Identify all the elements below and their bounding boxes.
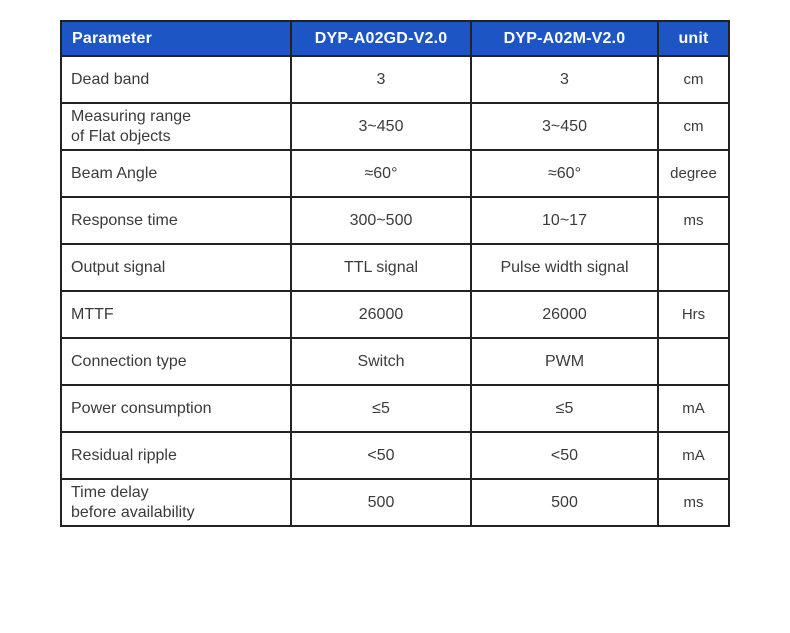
cell-a02m-value: 3 <box>470 55 659 104</box>
cell-unit: mA <box>657 431 730 480</box>
cell-a02m-value: ≈60° <box>470 149 659 198</box>
cell-a02m-value: Pulse width signal <box>470 243 659 292</box>
cell-parameter: Dead band <box>60 55 292 104</box>
cell-a02m-value: PWM <box>470 337 659 386</box>
cell-a02gd-value: ≤5 <box>290 384 472 433</box>
table-row-measuring-range: Measuring range of Flat objects 3~450 3~… <box>60 102 730 151</box>
cell-parameter: Power consumption <box>60 384 292 433</box>
spec-table: Parameter DYP-A02GD-V2.0 DYP-A02M-V2.0 u… <box>60 20 730 527</box>
cell-parameter: Beam Angle <box>60 149 292 198</box>
cell-parameter: MTTF <box>60 290 292 339</box>
cell-unit <box>657 337 730 386</box>
cell-a02m-value: <50 <box>470 431 659 480</box>
cell-unit: cm <box>657 102 730 151</box>
cell-a02gd-value: 26000 <box>290 290 472 339</box>
cell-parameter: Connection type <box>60 337 292 386</box>
table-row-residual-ripple: Residual ripple <50 <50 mA <box>60 431 730 480</box>
header-row: Parameter DYP-A02GD-V2.0 DYP-A02M-V2.0 u… <box>60 20 730 57</box>
cell-a02m-value: ≤5 <box>470 384 659 433</box>
cell-parameter: Response time <box>60 196 292 245</box>
cell-unit: Hrs <box>657 290 730 339</box>
table-row-connection-type: Connection type Switch PWM <box>60 337 730 386</box>
cell-a02m-value: 26000 <box>470 290 659 339</box>
cell-a02gd-value: 3~450 <box>290 102 472 151</box>
cell-unit: ms <box>657 196 730 245</box>
cell-a02m-value: 3~450 <box>470 102 659 151</box>
cell-a02gd-value: 3 <box>290 55 472 104</box>
header-dyp-a02gd: DYP-A02GD-V2.0 <box>290 20 472 57</box>
table-row-power-consumption: Power consumption ≤5 ≤5 mA <box>60 384 730 433</box>
table-row-time-delay: Time delay before availability 500 500 m… <box>60 478 730 527</box>
cell-a02m-value: 10~17 <box>470 196 659 245</box>
cell-a02gd-value: 500 <box>290 478 472 527</box>
table-row-output-signal: Output signal TTL signal Pulse width sig… <box>60 243 730 292</box>
cell-parameter: Measuring range of Flat objects <box>60 102 292 151</box>
cell-unit: mA <box>657 384 730 433</box>
header-dyp-a02m: DYP-A02M-V2.0 <box>470 20 659 57</box>
cell-a02gd-value: ≈60° <box>290 149 472 198</box>
cell-parameter: Residual ripple <box>60 431 292 480</box>
cell-unit: ms <box>657 478 730 527</box>
cell-unit: cm <box>657 55 730 104</box>
header-unit: unit <box>657 20 730 57</box>
cell-a02gd-value: TTL signal <box>290 243 472 292</box>
table-row-response-time: Response time 300~500 10~17 ms <box>60 196 730 245</box>
cell-parameter: Time delay before availability <box>60 478 292 527</box>
cell-unit <box>657 243 730 292</box>
cell-parameter: Output signal <box>60 243 292 292</box>
table-row-beam-angle: Beam Angle ≈60° ≈60° degree <box>60 149 730 198</box>
cell-unit: degree <box>657 149 730 198</box>
cell-a02gd-value: Switch <box>290 337 472 386</box>
cell-a02gd-value: <50 <box>290 431 472 480</box>
cell-a02gd-value: 300~500 <box>290 196 472 245</box>
cell-a02m-value: 500 <box>470 478 659 527</box>
table-row-dead-band: Dead band 3 3 cm <box>60 55 730 104</box>
table-row-mttf: MTTF 26000 26000 Hrs <box>60 290 730 339</box>
header-parameter: Parameter <box>60 20 292 57</box>
